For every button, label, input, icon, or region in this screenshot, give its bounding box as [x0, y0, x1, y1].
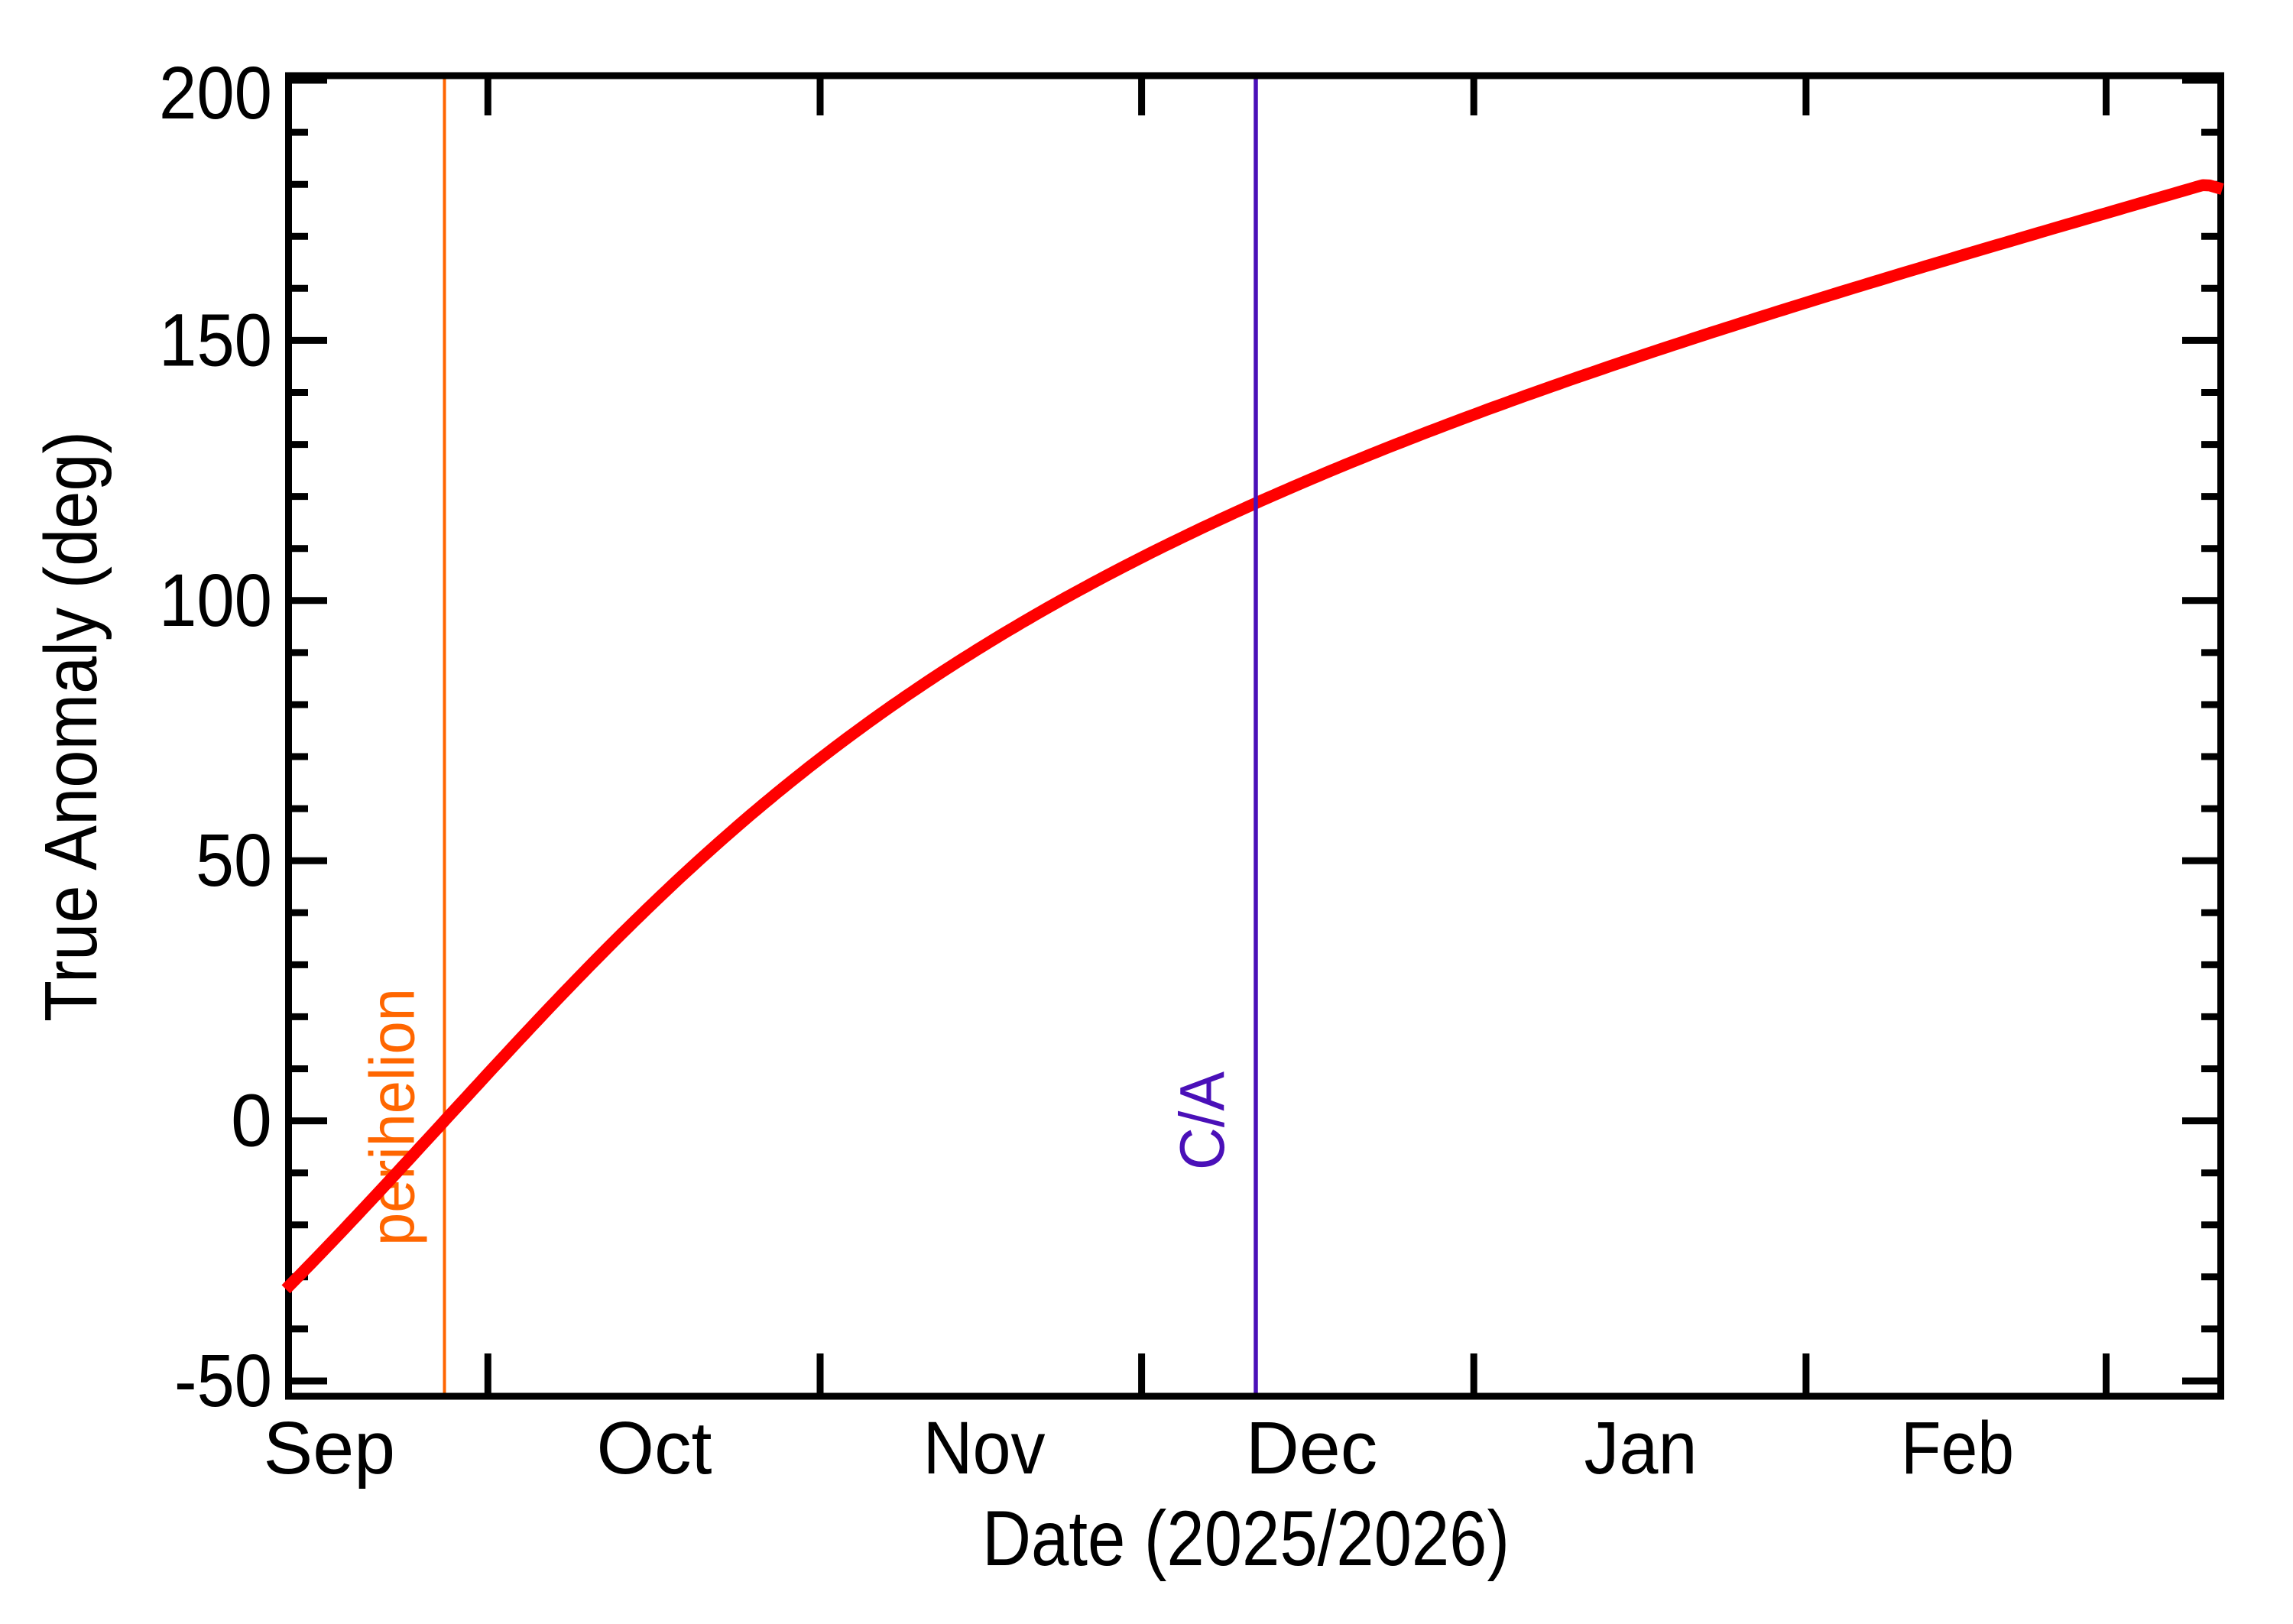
- svg-text:-50: -50: [174, 1339, 272, 1422]
- svg-text:150: 150: [159, 298, 272, 381]
- svg-text:50: 50: [196, 818, 272, 902]
- svg-text:100: 100: [159, 559, 272, 642]
- svg-text:200: 200: [159, 51, 272, 135]
- svg-text:Dec: Dec: [1246, 1406, 1378, 1489]
- svg-text:C/A: C/A: [1166, 1071, 1237, 1170]
- svg-text:Nov: Nov: [923, 1406, 1046, 1489]
- svg-text:Jan: Jan: [1584, 1406, 1698, 1489]
- svg-text:Date (2025/2026): Date (2025/2026): [982, 1495, 1510, 1582]
- svg-text:0: 0: [231, 1079, 272, 1162]
- svg-text:Oct: Oct: [597, 1406, 712, 1489]
- svg-text:Feb: Feb: [1901, 1406, 2014, 1489]
- svg-text:Sep: Sep: [264, 1406, 396, 1489]
- svg-text:True Anomaly (deg): True Anomaly (deg): [29, 431, 112, 1022]
